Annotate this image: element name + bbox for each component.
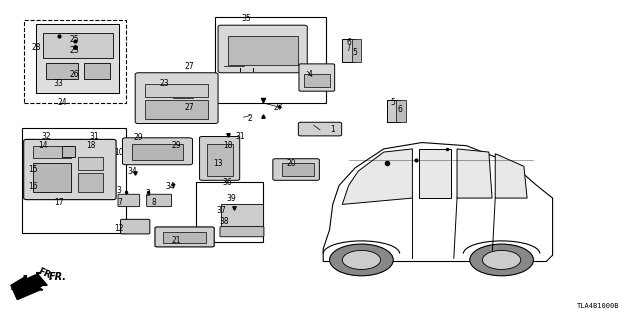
Polygon shape: [419, 149, 451, 198]
Text: 33: 33: [54, 79, 63, 88]
Circle shape: [470, 244, 534, 276]
Text: 27: 27: [274, 103, 284, 112]
Bar: [22, 128, 125, 233]
Polygon shape: [323, 142, 552, 261]
Bar: [145, 84, 209, 97]
Text: 32: 32: [41, 132, 51, 141]
FancyBboxPatch shape: [155, 227, 214, 247]
Text: 24: 24: [57, 99, 67, 108]
FancyBboxPatch shape: [299, 64, 335, 91]
FancyBboxPatch shape: [218, 25, 307, 73]
Text: 12: 12: [115, 224, 124, 233]
Bar: [62, 146, 75, 157]
Text: 25: 25: [70, 46, 79, 55]
Text: 27: 27: [184, 103, 194, 112]
Text: 15: 15: [28, 165, 38, 174]
Text: 25: 25: [70, 35, 79, 44]
Bar: [33, 146, 72, 158]
Bar: [342, 39, 355, 62]
Circle shape: [330, 244, 394, 276]
FancyBboxPatch shape: [147, 194, 172, 207]
Bar: [84, 63, 109, 79]
Text: 21: 21: [172, 236, 181, 245]
Bar: [196, 182, 262, 243]
Polygon shape: [495, 154, 527, 198]
FancyBboxPatch shape: [122, 138, 193, 165]
Text: 6: 6: [346, 38, 351, 47]
Text: 29: 29: [134, 133, 143, 142]
Bar: [78, 173, 103, 192]
Text: 2: 2: [248, 114, 252, 123]
Text: 13: 13: [213, 159, 223, 168]
Text: 18: 18: [223, 141, 232, 150]
FancyBboxPatch shape: [298, 122, 342, 136]
Circle shape: [342, 251, 381, 269]
Bar: [33, 163, 72, 192]
Text: 8: 8: [152, 198, 157, 207]
Text: 23: 23: [159, 79, 169, 88]
FancyBboxPatch shape: [24, 140, 116, 200]
Text: 18: 18: [86, 141, 95, 150]
Text: 27: 27: [184, 62, 194, 71]
Text: FR.: FR.: [49, 272, 67, 282]
Bar: [228, 36, 298, 65]
Bar: [78, 157, 103, 170]
Polygon shape: [19, 273, 47, 295]
Bar: [221, 204, 262, 228]
Bar: [207, 144, 233, 176]
Bar: [163, 232, 206, 244]
Text: 16: 16: [28, 182, 38, 191]
Text: 26: 26: [70, 70, 79, 79]
Text: 31: 31: [236, 132, 245, 141]
Polygon shape: [457, 149, 492, 198]
FancyBboxPatch shape: [120, 219, 150, 234]
Text: 5: 5: [391, 99, 396, 108]
Polygon shape: [11, 276, 43, 300]
Circle shape: [483, 251, 521, 269]
FancyBboxPatch shape: [200, 137, 240, 180]
Text: 3: 3: [145, 189, 150, 198]
Text: 34: 34: [127, 167, 137, 176]
Bar: [46, 63, 78, 79]
Text: 4: 4: [308, 70, 313, 79]
Bar: [387, 100, 399, 122]
Bar: [24, 20, 125, 103]
Bar: [396, 100, 406, 122]
Bar: [282, 163, 314, 176]
Text: 20: 20: [287, 159, 296, 168]
Bar: [132, 144, 183, 160]
Bar: [145, 100, 209, 119]
FancyBboxPatch shape: [220, 227, 264, 237]
Text: 14: 14: [38, 141, 47, 150]
Text: 17: 17: [54, 198, 63, 207]
Text: TLA4B1000B: TLA4B1000B: [577, 303, 620, 309]
FancyBboxPatch shape: [135, 73, 218, 124]
Polygon shape: [342, 149, 412, 204]
Text: 37: 37: [216, 206, 226, 215]
Bar: [352, 39, 362, 62]
Polygon shape: [36, 24, 119, 93]
Text: 5: 5: [353, 48, 358, 57]
Text: FR.: FR.: [36, 267, 55, 282]
Text: 1: 1: [330, 125, 335, 134]
Bar: [304, 74, 330, 87]
Text: 36: 36: [223, 178, 232, 187]
Text: 6: 6: [397, 105, 402, 114]
Text: 10: 10: [115, 148, 124, 156]
Text: 34: 34: [165, 182, 175, 191]
Text: 3: 3: [117, 186, 122, 195]
Text: 29: 29: [172, 141, 181, 150]
Text: 28: 28: [32, 43, 41, 52]
FancyBboxPatch shape: [118, 194, 140, 207]
Bar: [43, 33, 113, 59]
Text: 35: 35: [242, 14, 252, 23]
FancyBboxPatch shape: [273, 159, 319, 180]
Bar: [215, 17, 326, 103]
Text: 7: 7: [117, 198, 122, 207]
Text: 39: 39: [226, 194, 236, 203]
Text: 31: 31: [89, 132, 99, 141]
Text: 38: 38: [220, 217, 229, 226]
